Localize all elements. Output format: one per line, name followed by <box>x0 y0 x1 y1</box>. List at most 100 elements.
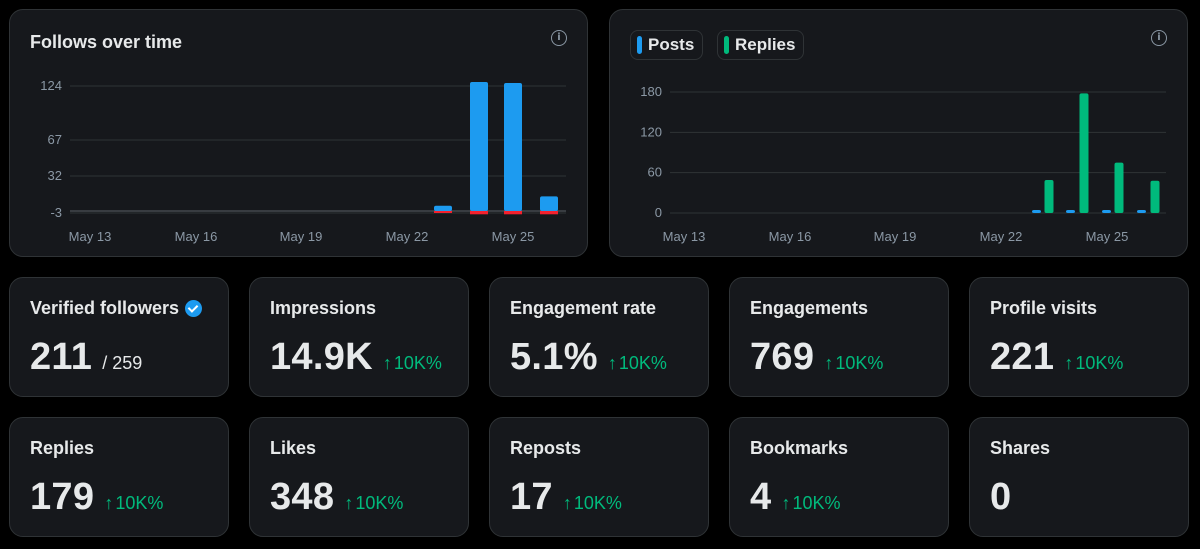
stat-row: 211 / 259 <box>30 336 142 379</box>
verified-badge-icon <box>185 300 203 317</box>
stat-value: 211 <box>30 336 93 378</box>
stat-label: Reposts <box>510 438 582 458</box>
lost-bar <box>504 211 522 215</box>
stat-card-verified-followers[interactable]: Verified followers 211 / 259 <box>9 277 229 397</box>
stat-row: 4 ↑ 10K% <box>750 476 840 519</box>
posts-bar <box>1102 210 1111 213</box>
legend-posts[interactable]: Posts <box>630 30 704 60</box>
change-value: 10K% <box>355 493 404 513</box>
lost-bar <box>470 211 488 215</box>
arrow-up-icon: ↑ <box>382 353 392 373</box>
y-tick-label: 32 <box>48 168 62 183</box>
posts-bar <box>1032 210 1041 213</box>
replies-bar <box>1079 93 1089 213</box>
gained-bar <box>540 196 558 211</box>
stat-value: 769 <box>750 336 815 378</box>
legend-posts-label: Posts <box>648 35 695 54</box>
stat-label: Replies <box>30 438 95 458</box>
stat-value: 14.9K <box>270 336 373 378</box>
stat-change: ↑ 10K% <box>781 493 840 514</box>
change-value: 10K% <box>792 493 841 513</box>
x-tick-label: May 13 <box>663 229 706 244</box>
arrow-up-icon: ↑ <box>781 493 791 513</box>
legend-replies[interactable]: Replies <box>717 30 805 60</box>
change-value: 10K% <box>618 353 667 373</box>
change-value: 10K% <box>393 353 442 373</box>
x-tick-label: May 19 <box>280 229 323 244</box>
change-value: 10K% <box>1075 353 1124 373</box>
stat-label: Impressions <box>270 298 377 318</box>
follows-chart: 124 67 32 -3 May 13 May 16 May 19 May 22 May 25 <box>40 78 566 244</box>
stat-row: 17 ↑ 10K% <box>510 476 622 519</box>
gained-bar <box>504 83 522 211</box>
stat-card-reposts[interactable]: Reposts 17 ↑ 10K% <box>489 417 709 537</box>
stat-card-shares[interactable]: Shares 0 <box>969 417 1189 537</box>
change-value: 10K% <box>115 493 164 513</box>
lost-bar <box>434 211 452 213</box>
replies-bar <box>1044 180 1054 213</box>
stat-value: 17 <box>510 476 553 518</box>
arrow-up-icon: ↑ <box>104 493 114 513</box>
stat-change: ↑ 10K% <box>104 493 163 514</box>
replies-bar <box>1114 162 1124 213</box>
stat-row: 5.1% ↑ 10K% <box>510 336 667 379</box>
stat-change: ↑ 10K% <box>563 493 622 514</box>
replies-bar <box>1150 180 1160 213</box>
arrow-up-icon: ↑ <box>824 353 834 373</box>
change-value: 10K% <box>573 493 622 513</box>
x-tick-label: May 13 <box>69 229 112 244</box>
legend-replies-label: Replies <box>735 35 796 54</box>
y-tick-label: -3 <box>50 205 62 220</box>
info-icon[interactable]: i <box>551 30 567 46</box>
stat-change: ↑ 10K% <box>824 353 883 374</box>
stat-label: Bookmarks <box>750 438 849 458</box>
stat-row: 769 ↑ 10K% <box>750 336 883 379</box>
stat-change: ↑ 10K% <box>608 353 667 374</box>
stat-value: 0 <box>990 476 1012 518</box>
gained-bar <box>470 82 488 211</box>
stat-label: Likes <box>270 438 317 458</box>
stat-card-profile-visits[interactable]: Profile visits 221 ↑ 10K% <box>969 277 1189 397</box>
stat-card-engagement-rate[interactable]: Engagement rate 5.1% ↑ 10K% <box>489 277 709 397</box>
stat-row: 0 <box>990 476 1011 519</box>
stat-card-replies[interactable]: Replies 179 ↑ 10K% <box>9 417 229 537</box>
gained-bar <box>434 205 452 211</box>
posts-replies-chart-card: Posts Replies i 180 120 60 0 May 13 May 16 May… <box>609 9 1188 257</box>
arrow-up-icon: ↑ <box>607 353 617 373</box>
stat-row: 179 ↑ 10K% <box>30 476 163 519</box>
arrow-up-icon: ↑ <box>344 493 354 513</box>
posts-bar <box>1137 210 1146 213</box>
stat-card-engagements[interactable]: Engagements 769 ↑ 10K% <box>729 277 949 397</box>
stat-label: Verified followers <box>30 298 180 318</box>
stat-label: Engagement rate <box>510 298 657 318</box>
y-tick-label: 67 <box>48 132 62 147</box>
stat-change: ↑ 10K% <box>344 493 403 514</box>
stat-card-impressions[interactable]: Impressions 14.9K ↑ 10K% <box>249 277 469 397</box>
stat-row: 348 ↑ 10K% <box>270 476 403 519</box>
stat-value: 4 <box>750 476 772 518</box>
stat-value: 348 <box>270 476 335 518</box>
stat-total: / 259 <box>102 353 143 373</box>
y-tick-label: 180 <box>640 84 662 99</box>
stat-card-bookmarks[interactable]: Bookmarks 4 ↑ 10K% <box>729 417 949 537</box>
x-tick-label: May 22 <box>980 229 1023 244</box>
x-tick-label: May 25 <box>1086 229 1129 244</box>
posts-bar <box>1066 210 1075 213</box>
x-tick-label: May 19 <box>874 229 917 244</box>
x-tick-label: May 25 <box>492 229 535 244</box>
y-tick-label: 120 <box>640 124 662 139</box>
arrow-up-icon: ↑ <box>1064 353 1074 373</box>
stat-row: 14.9K ↑ 10K% <box>270 336 442 379</box>
stat-label: Shares <box>990 438 1051 458</box>
info-icon[interactable]: i <box>1151 30 1167 46</box>
y-tick-label: 60 <box>648 165 662 180</box>
x-tick-label: May 22 <box>386 229 429 244</box>
stat-value: 5.1% <box>510 336 598 378</box>
stat-change: ↑ 10K% <box>383 353 442 374</box>
x-tick-label: May 16 <box>175 229 218 244</box>
legend-replies-swatch <box>724 36 729 54</box>
y-tick-label: 124 <box>40 78 62 93</box>
stat-change: ↑ 10K% <box>1064 353 1123 374</box>
stat-card-likes[interactable]: Likes 348 ↑ 10K% <box>249 417 469 537</box>
